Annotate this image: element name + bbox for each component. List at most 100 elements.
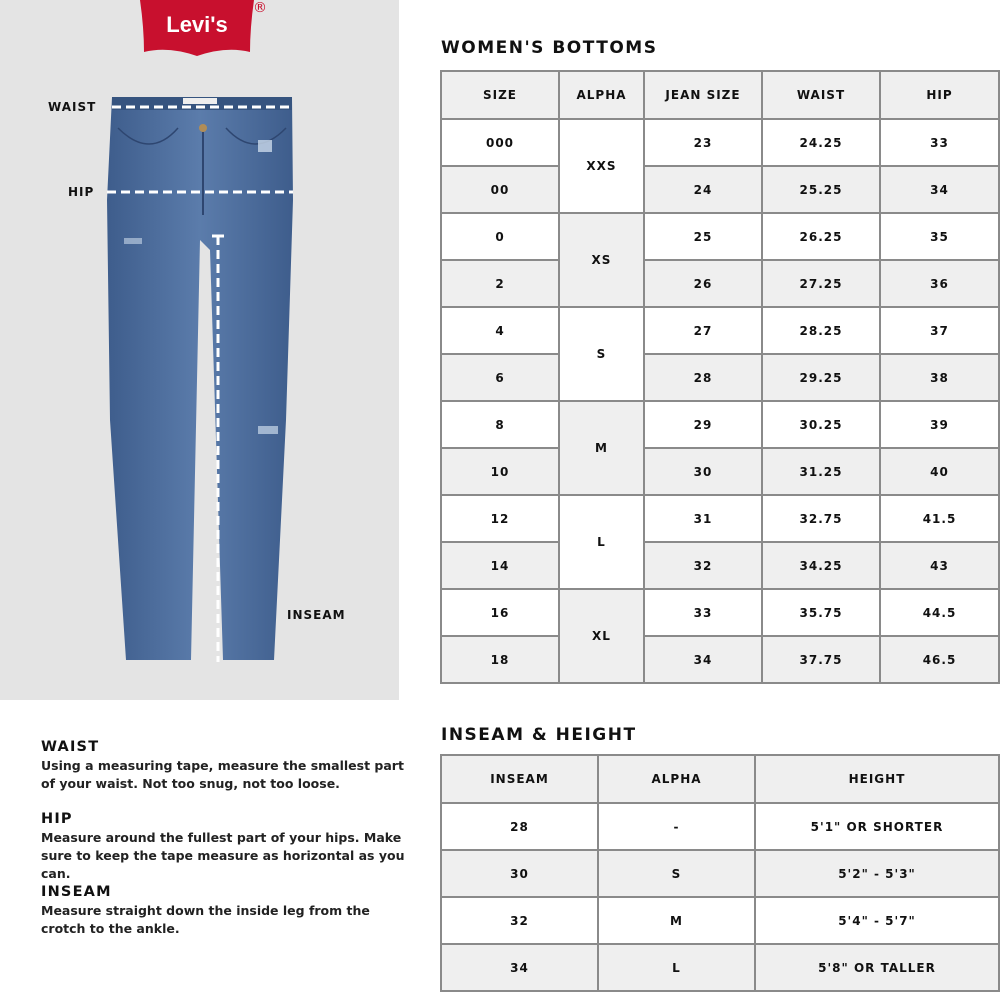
- waist-cell: 26.25: [761, 212, 881, 261]
- instruction-title: WAIST: [41, 739, 100, 755]
- jean-size-cell: 23: [643, 118, 763, 167]
- table-row: 34 L 5'8" OR TALLER: [440, 943, 1000, 992]
- table-header-row: SIZE ALPHA JEAN SIZE WAIST HIP: [440, 70, 1000, 120]
- hip-cell: 34: [879, 165, 1000, 214]
- size-cell: 8: [440, 400, 560, 449]
- inseam-height-title: INSEAM & HEIGHT: [441, 725, 637, 745]
- instruction-title: HIP: [41, 811, 73, 827]
- waist-cell: 30.25: [761, 400, 881, 449]
- jeans-illustration: [107, 97, 293, 662]
- hip-cell: 37: [879, 306, 1000, 355]
- table-row: 10 30 31.25 40: [440, 447, 1000, 496]
- size-cell: 4: [440, 306, 560, 355]
- waist-cell: 25.25: [761, 165, 881, 214]
- hip-cell: 36: [879, 259, 1000, 308]
- waist-cell: 37.75: [761, 635, 881, 684]
- instruction-text: Using a measuring tape, measure the smal…: [41, 758, 404, 791]
- waist-cell: 24.25: [761, 118, 881, 167]
- measure-instruction-hip: HIP Measure around the fullest part of yo…: [41, 811, 411, 883]
- table-row: 8 M 29 30.25 39: [440, 400, 1000, 496]
- measure-instruction-inseam: INSEAM Measure straight down the inside l…: [41, 884, 411, 938]
- hip-cell: 39: [879, 400, 1000, 449]
- size-cell: 16: [440, 588, 560, 637]
- jean-size-cell: 31: [643, 494, 763, 543]
- alpha-cell: -: [597, 802, 756, 851]
- waist-cell: 31.25: [761, 447, 881, 496]
- height-cell: 5'1" OR SHORTER: [754, 802, 1000, 851]
- table-header-row: INSEAM ALPHA HEIGHT: [440, 754, 1000, 804]
- column-header: ALPHA: [597, 754, 756, 804]
- alpha-cell: L: [597, 943, 756, 992]
- hip-label: HIP: [68, 185, 95, 199]
- inseam-cell: 28: [440, 802, 599, 851]
- inseam-cell: 32: [440, 896, 599, 945]
- jean-size-cell: 24: [643, 165, 763, 214]
- column-header: ALPHA: [558, 70, 645, 120]
- inseam-cell: 34: [440, 943, 599, 992]
- hip-cell: 33: [879, 118, 1000, 167]
- hip-cell: 35: [879, 212, 1000, 261]
- hip-cell: 44.5: [879, 588, 1000, 637]
- table-row: 30 S 5'2" - 5'3": [440, 849, 1000, 898]
- column-header: SIZE: [440, 70, 560, 120]
- instruction-text: Measure straight down the inside leg fro…: [41, 903, 370, 936]
- column-header: JEAN SIZE: [643, 70, 763, 120]
- jean-size-cell: 25: [643, 212, 763, 261]
- table-row: 2 26 27.25 36: [440, 259, 1000, 308]
- waist-cell: 27.25: [761, 259, 881, 308]
- svg-text:®: ®: [253, 0, 266, 16]
- waist-cell: 32.75: [761, 494, 881, 543]
- hip-cell: 38: [879, 353, 1000, 402]
- jean-size-cell: 30: [643, 447, 763, 496]
- waist-cell: 28.25: [761, 306, 881, 355]
- levis-logo: Levi's ®: [140, 0, 266, 56]
- table-row: 28-5'1" OR SHORTER: [440, 802, 1000, 851]
- height-cell: 5'8" OR TALLER: [754, 943, 1000, 992]
- inseam-height-table: INSEAM ALPHA HEIGHT 28-5'1" OR SHORTER 30 S 5'…: [440, 754, 1000, 992]
- hip-cell: 41.5: [879, 494, 1000, 543]
- table-row: 4 S 27 28.25 37: [440, 306, 1000, 402]
- height-cell: 5'4" - 5'7": [754, 896, 1000, 945]
- waist-label: WAIST: [48, 100, 97, 114]
- size-cell: 10: [440, 447, 560, 496]
- table-row: 00 24 25.25 34: [440, 165, 1000, 214]
- table-row: 14 32 34.25 43: [440, 541, 1000, 590]
- jean-size-cell: 29: [643, 400, 763, 449]
- column-header: WAIST: [761, 70, 881, 120]
- alpha-cell: XXS: [558, 118, 645, 214]
- womens-bottoms-title: WOMEN'S BOTTOMS: [441, 38, 658, 58]
- alpha-cell: S: [597, 849, 756, 898]
- column-header: INSEAM: [440, 754, 599, 804]
- alpha-cell: M: [597, 896, 756, 945]
- waist-cell: 29.25: [761, 353, 881, 402]
- waist-cell: 35.75: [761, 588, 881, 637]
- table-row: 16 XL 33 35.75 44.5: [440, 588, 1000, 684]
- size-cell: 0: [440, 212, 560, 261]
- jeans-diagram-panel: Levi's ® WAIST HIP INSEAM: [0, 0, 399, 700]
- womens-bottoms-table: SIZE ALPHA JEAN SIZE WAIST HIP 000 XXS 23 24.25 3…: [440, 70, 1000, 684]
- jean-size-cell: 28: [643, 353, 763, 402]
- jean-size-cell: 33: [643, 588, 763, 637]
- height-cell: 5'2" - 5'3": [754, 849, 1000, 898]
- jean-size-cell: 26: [643, 259, 763, 308]
- alpha-cell: M: [558, 400, 645, 496]
- table-row: 32 M 5'4" - 5'7": [440, 896, 1000, 945]
- inseam-label: INSEAM: [287, 608, 346, 622]
- size-cell: 000: [440, 118, 560, 167]
- table-row: 000 XXS 23 24.25 33: [440, 118, 1000, 214]
- hip-cell: 40: [879, 447, 1000, 496]
- table-row: 18 34 37.75 46.5: [440, 635, 1000, 684]
- alpha-cell: XS: [558, 212, 645, 308]
- waist-cell: 34.25: [761, 541, 881, 590]
- measure-instruction-waist: WAIST Using a measuring tape, measure the…: [41, 739, 411, 793]
- alpha-cell: XL: [558, 588, 645, 684]
- table-row: 12 L 31 32.75 41.5: [440, 494, 1000, 590]
- inseam-cell: 30: [440, 849, 599, 898]
- size-cell: 00: [440, 165, 560, 214]
- jean-size-cell: 27: [643, 306, 763, 355]
- column-header: HEIGHT: [754, 754, 1000, 804]
- table-row: 6 28 29.25 38: [440, 353, 1000, 402]
- size-cell: 14: [440, 541, 560, 590]
- column-header: HIP: [879, 70, 1000, 120]
- alpha-cell: L: [558, 494, 645, 590]
